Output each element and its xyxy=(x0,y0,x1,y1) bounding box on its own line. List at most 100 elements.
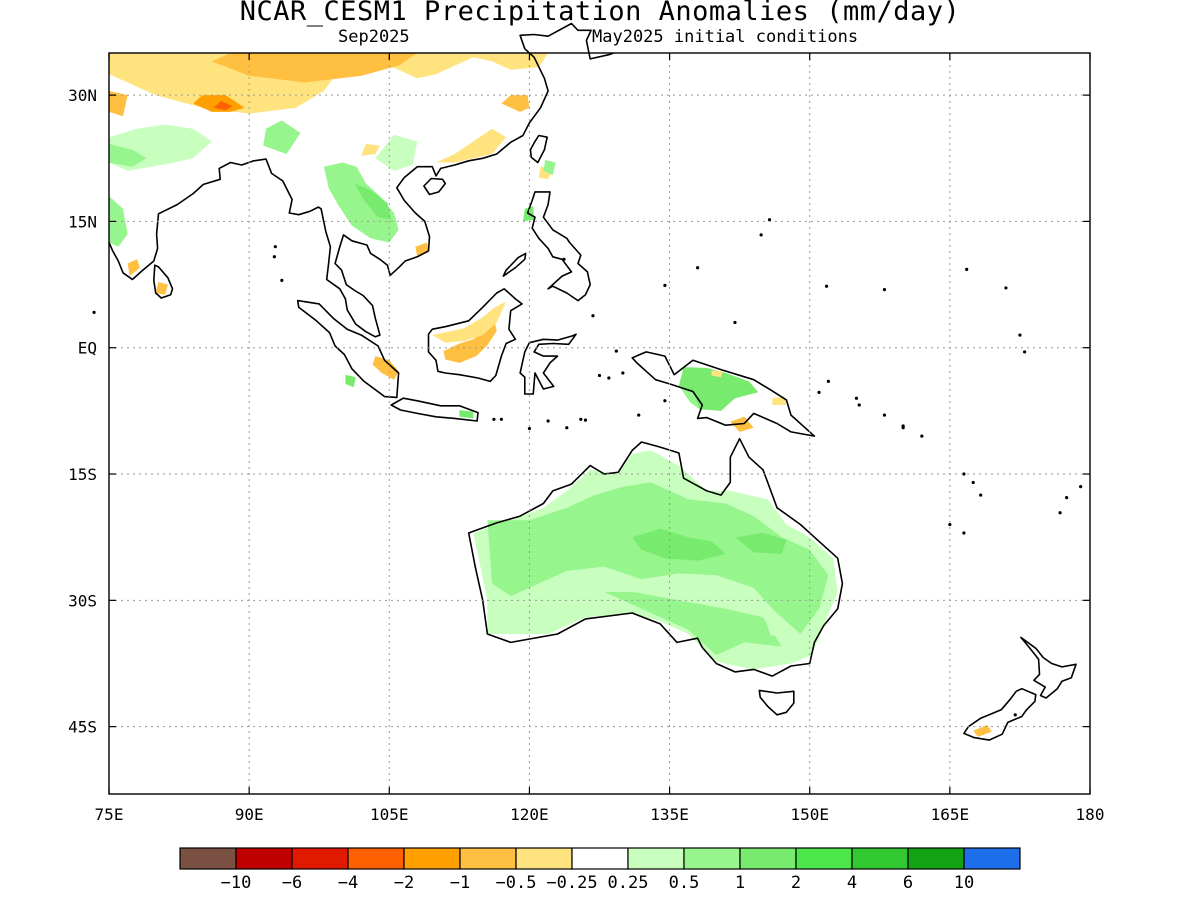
coastline-asia-mainland xyxy=(108,22,614,338)
island-dot xyxy=(565,426,569,430)
anomaly-blob xyxy=(213,101,233,111)
island-dot xyxy=(527,426,532,431)
island-dot xyxy=(767,218,772,222)
island-dot xyxy=(901,424,905,428)
anomaly-blob xyxy=(345,374,356,388)
anomaly-blob xyxy=(109,90,128,117)
island-dot xyxy=(1065,496,1069,500)
island-dot xyxy=(817,390,821,394)
coastline-sri-lanka xyxy=(153,264,174,299)
colorbar-swatch xyxy=(907,847,965,870)
colorbar-swatch xyxy=(963,847,1021,870)
colorbar-label: −0.25 xyxy=(546,873,597,893)
anomaly-blob xyxy=(711,370,723,378)
island-dot xyxy=(962,531,966,535)
colorbar-swatch xyxy=(179,847,237,870)
colorbar-label: −6 xyxy=(282,873,302,893)
lon-tick-label: 180 xyxy=(1076,805,1105,824)
coastline-sumatra xyxy=(296,299,400,399)
anomaly-blob xyxy=(501,95,530,112)
anomaly-blob xyxy=(678,385,700,410)
anomaly-fields xyxy=(109,53,992,737)
coastlines xyxy=(92,22,1083,741)
anomaly-blob xyxy=(443,318,497,363)
colorbar-swatch xyxy=(515,847,573,870)
colorbar-swatch xyxy=(347,847,405,870)
island-dot xyxy=(882,413,887,417)
anomaly-blob xyxy=(632,528,726,561)
island-dot xyxy=(948,522,952,527)
colorbar-label: 2 xyxy=(791,873,801,893)
colorbar-swatch xyxy=(627,847,685,870)
lat-tick-label: 15S xyxy=(68,465,97,484)
island-dot xyxy=(92,310,96,314)
colorbar-label: 10 xyxy=(954,873,974,893)
colorbar-label: 6 xyxy=(903,873,913,893)
colorbar-label: 0.5 xyxy=(669,873,700,893)
coastline-hainan xyxy=(423,177,447,196)
forecast-month-label: Sep2025 xyxy=(338,27,410,47)
colorbar-label: 0.25 xyxy=(608,873,649,893)
island-dot xyxy=(663,283,667,288)
island-dot xyxy=(696,266,700,270)
island-dot xyxy=(583,418,588,422)
island-dot xyxy=(971,480,975,485)
colorbar-swatch xyxy=(459,847,517,870)
island-dot xyxy=(607,376,611,380)
anomaly-blob xyxy=(372,356,399,380)
island-dot xyxy=(854,396,859,400)
chart-title: NCAR_CESM1 Precipitation Anomalies (mm/d… xyxy=(239,0,961,27)
colorbar-swatch xyxy=(795,847,853,870)
island-dot xyxy=(979,493,983,497)
coastline-taiwan xyxy=(529,134,549,164)
anomaly-blob xyxy=(354,183,392,220)
island-dot xyxy=(1018,333,1022,337)
colorbar-swatch xyxy=(235,847,293,870)
initial-conditions-label: May2025 initial conditions xyxy=(592,27,859,47)
anomaly-blob xyxy=(263,120,301,154)
lon-tick-label: 135E xyxy=(650,805,689,824)
island-dot xyxy=(733,320,737,325)
lat-tick-label: 45S xyxy=(68,718,97,737)
island-dot xyxy=(1079,485,1083,489)
anomaly-blob xyxy=(604,591,782,656)
island-dot xyxy=(591,314,595,318)
coastline-borneo xyxy=(427,287,523,383)
colorbar-label: 4 xyxy=(847,873,857,893)
coastline-philippines xyxy=(526,191,592,302)
island-dot xyxy=(273,245,277,249)
lat-tick-label: EQ xyxy=(78,339,97,358)
anomaly-blob xyxy=(764,617,787,636)
colorbar-label: −10 xyxy=(221,873,252,893)
colorbar-swatch xyxy=(851,847,909,870)
island-dot xyxy=(621,371,625,375)
colorbar-label: −1 xyxy=(450,873,470,893)
anomaly-blob xyxy=(375,134,418,171)
anomaly-blob xyxy=(109,143,147,167)
colorbar-swatch xyxy=(291,847,349,870)
anomaly-blob xyxy=(772,396,787,405)
island-dot xyxy=(562,257,566,261)
island-dot xyxy=(920,434,924,438)
anomaly-blob xyxy=(109,196,128,247)
island-dot xyxy=(546,419,550,423)
anomaly-blob xyxy=(155,282,168,295)
colorbar-swatch xyxy=(403,847,461,870)
colorbar-swatch xyxy=(571,847,629,870)
island-dot xyxy=(962,472,966,476)
lon-tick-label: 150E xyxy=(790,805,829,824)
lon-tick-label: 90E xyxy=(235,805,264,824)
island-dot xyxy=(759,233,763,237)
island-dot xyxy=(824,284,829,288)
colorbar-label: −2 xyxy=(394,873,414,893)
coastline-new-guinea xyxy=(631,351,816,437)
island-dot xyxy=(965,267,969,272)
lon-tick-label: 75E xyxy=(95,805,124,824)
island-dot xyxy=(492,417,496,421)
anomaly-blob xyxy=(436,128,507,163)
island-dot xyxy=(857,403,861,407)
anomaly-blob xyxy=(432,301,507,343)
anomaly-blob xyxy=(973,725,992,737)
island-dot xyxy=(637,413,641,417)
